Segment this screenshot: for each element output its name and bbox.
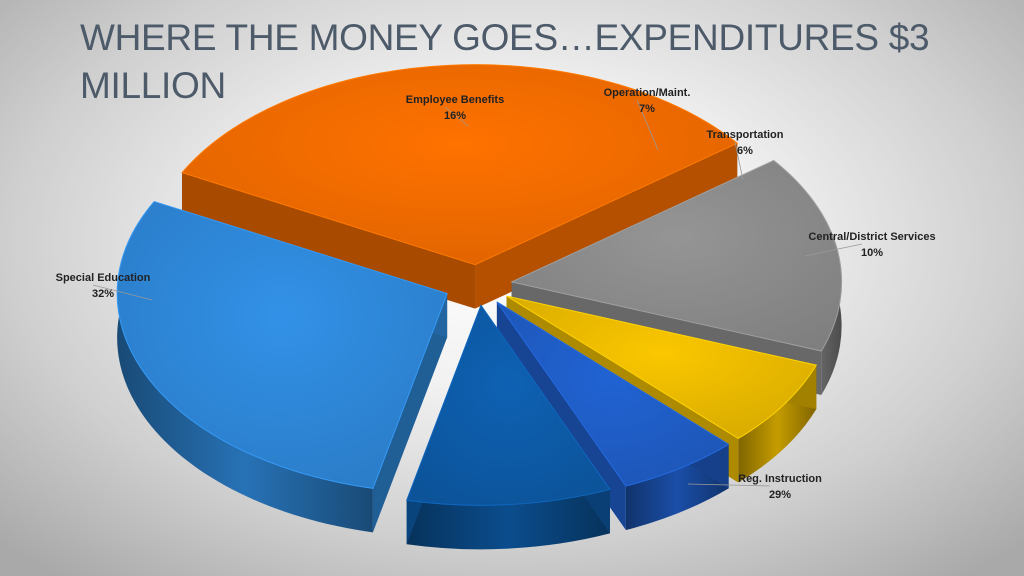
pie-slice-reg-instruction — [116, 200, 448, 489]
pie-slice-employee-benefits — [510, 159, 843, 352]
leader-line — [734, 141, 744, 181]
pie-slice-special-education — [181, 64, 739, 266]
slice-label-name: Transportation — [706, 129, 783, 141]
slice-label-name: Employee Benefits — [406, 94, 504, 106]
slice-label-name: Special Education — [56, 272, 151, 284]
slice-label-name: Central/District Services — [808, 231, 935, 243]
leader-line — [804, 243, 863, 257]
leader-line — [687, 483, 771, 487]
pie-slice-central-district-services — [406, 304, 611, 506]
pie-slice-group — [181, 64, 739, 309]
pie-slice-group — [116, 200, 448, 533]
slice-label-name: Operation/Maint. — [604, 87, 691, 99]
pie-slice-side — [406, 489, 610, 550]
slice-label-name: Reg. Instruction — [738, 473, 822, 485]
slice-label-value: 6% — [737, 145, 753, 157]
pie-slice-wall — [475, 143, 738, 309]
slice-label-value: 29% — [769, 489, 791, 501]
slice-label-value: 10% — [861, 247, 883, 259]
pie-slice-group — [406, 304, 611, 550]
pie-slice-transportation — [496, 301, 730, 487]
pie-slice-side — [117, 201, 373, 533]
leader-line — [636, 99, 659, 151]
slice-label-value: 32% — [92, 288, 114, 300]
slice-label-value: 7% — [639, 103, 655, 115]
pie-slice-wall — [372, 293, 448, 533]
pie-slice-operation-maint — [506, 295, 818, 440]
leader-line — [92, 284, 153, 301]
slide-title: WHERE THE MONEY GOES…EXPENDITURES $3 MIL… — [80, 17, 930, 106]
pie-slice-wall — [182, 172, 476, 309]
leader-line — [444, 106, 469, 127]
slice-label-value: 16% — [444, 110, 466, 122]
